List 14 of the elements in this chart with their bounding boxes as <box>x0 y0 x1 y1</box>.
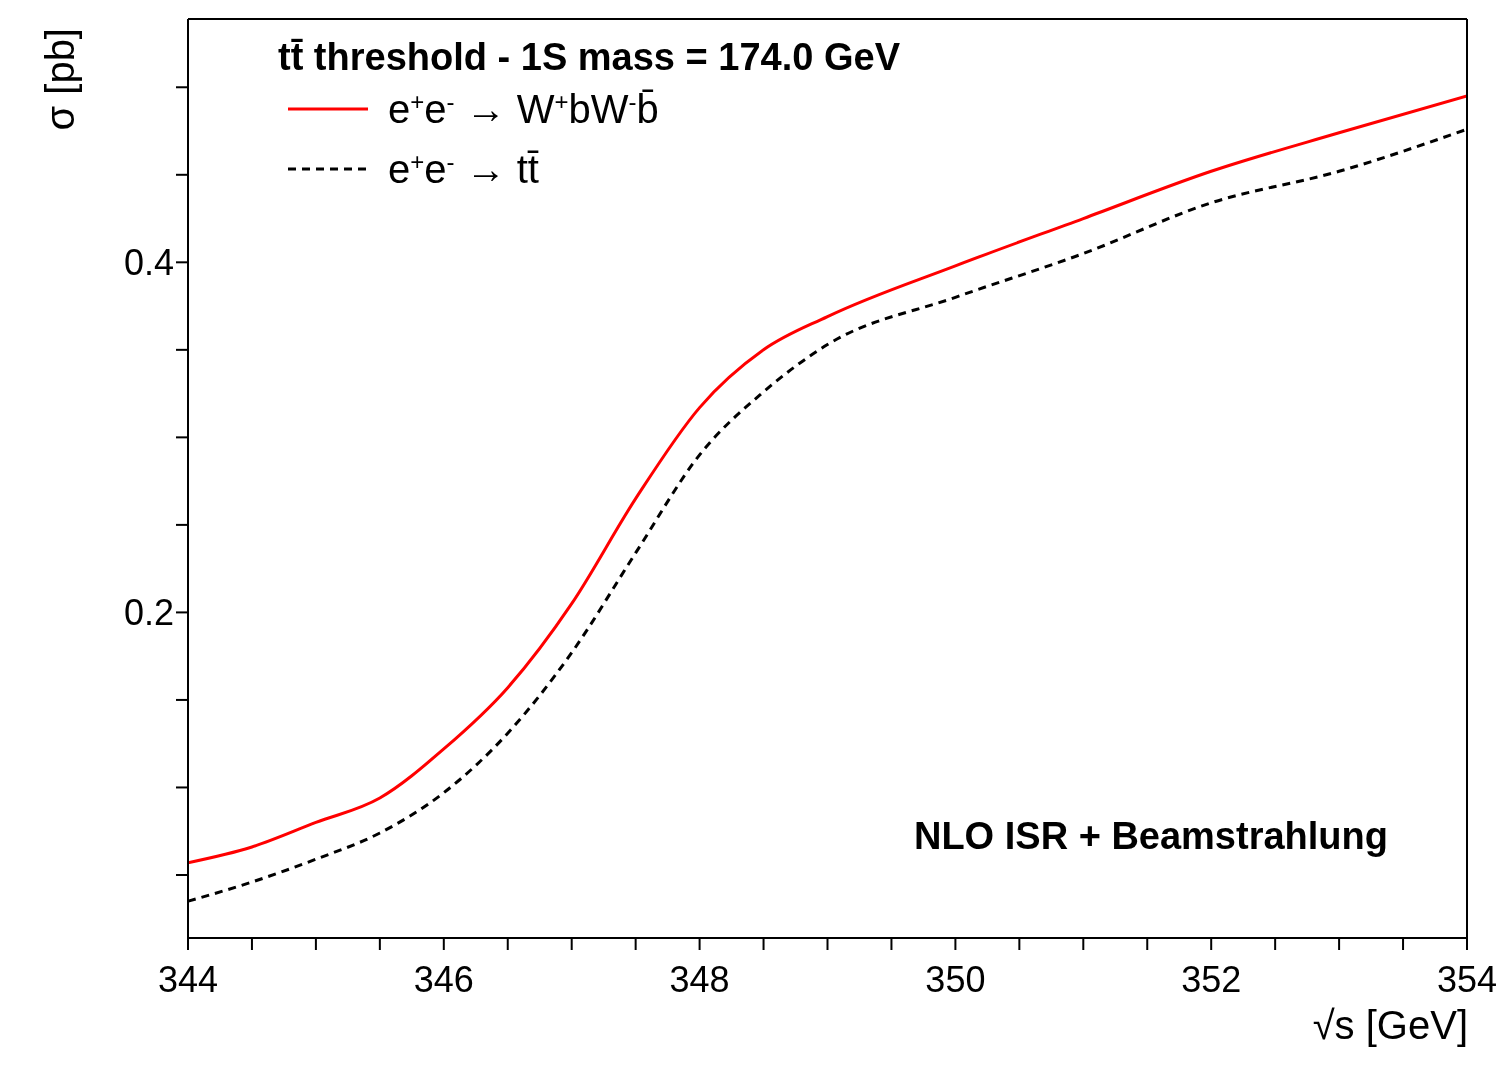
y-tick-label: 0.2 <box>123 592 174 634</box>
x-tick-label: 350 <box>925 958 986 1000</box>
x-axis-title: √s [GeV] <box>1312 1003 1468 1048</box>
legend-label: e$^{+}$e$^{-}$ → tt̄ <box>388 147 539 191</box>
y-axis-title: σ [pb] <box>38 28 83 131</box>
annotation: NLO ISR + Beamstrahlung <box>913 815 1388 858</box>
text: e$^{+}$e$^{-}$ → W$^{+}$bW$^{-}$b̄ <box>388 87 659 131</box>
x-tick-label: 352 <box>1181 958 1242 1000</box>
legend-title: tt̄ threshold - 1S mass = 174.0 GeV <box>278 36 900 79</box>
x-tick-label: 344 <box>157 958 219 1000</box>
x-tick-label: 346 <box>413 958 474 1000</box>
x-tick-label: 354 <box>1436 958 1498 1000</box>
x-tick-label: 348 <box>669 958 730 1000</box>
y-tick-label: 0.4 <box>123 242 174 284</box>
